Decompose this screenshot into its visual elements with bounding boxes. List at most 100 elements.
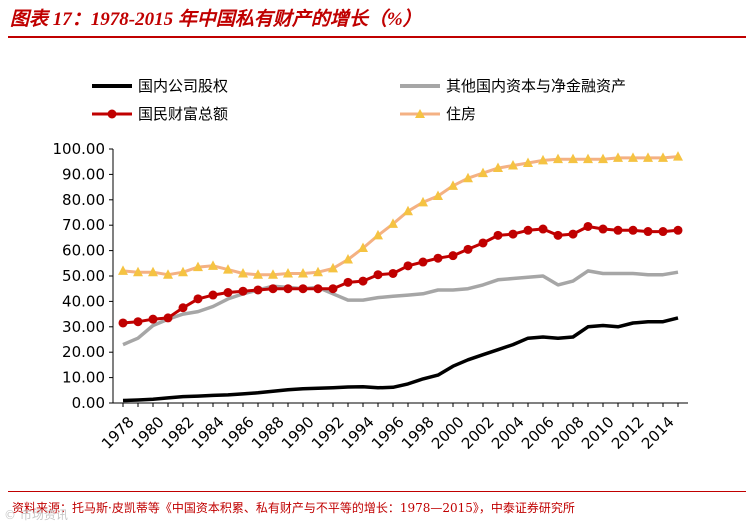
x-tick-label: 2000 (428, 413, 468, 453)
data-point (673, 225, 683, 235)
x-tick-label: 2012 (608, 413, 648, 453)
source-note: 资料来源：托马斯·皮凯蒂等《中国资本积累、私有财产与不平等的增长：1978—20… (12, 501, 575, 515)
data-point (298, 267, 308, 278)
data-point (553, 230, 563, 240)
x-tick-label: 2006 (518, 413, 558, 453)
y-tick-label: 80.00 (62, 191, 105, 209)
legend-item-housing: 住房 (400, 103, 476, 124)
legend-label: 住房 (446, 105, 477, 123)
data-point (628, 152, 638, 162)
data-point (523, 157, 533, 167)
x-tick-label: 1992 (308, 413, 348, 453)
data-point (313, 284, 323, 294)
y-tick-label: 0.00 (72, 394, 105, 412)
data-point (118, 318, 128, 328)
data-point (208, 260, 218, 270)
data-point (463, 244, 473, 254)
data-point (193, 261, 203, 272)
data-point (463, 172, 473, 183)
legend-label: 国内公司股权 (138, 77, 229, 95)
data-point (163, 269, 173, 279)
data-point (388, 268, 398, 278)
x-tick-label: 2014 (638, 413, 678, 453)
x-tick-label: 2002 (458, 413, 498, 453)
data-point (673, 151, 683, 161)
footer-divider (8, 491, 746, 492)
data-point (538, 224, 548, 234)
legend-swatch-line-icon (92, 83, 132, 88)
data-point (568, 229, 578, 239)
y-tick-label: 60.00 (62, 242, 105, 260)
x-tick-label: 1978 (98, 413, 138, 453)
legend-item-national-wealth: 国民财富总额 (92, 103, 228, 124)
data-point (553, 153, 563, 164)
y-tick-label: 100.00 (53, 140, 106, 158)
data-point (403, 205, 413, 216)
x-tick-label: 1988 (248, 413, 288, 453)
data-point (583, 221, 593, 231)
data-point (493, 162, 503, 173)
x-tick-label: 2008 (548, 413, 588, 453)
data-point (568, 153, 578, 164)
data-point (253, 269, 263, 279)
data-point (628, 225, 638, 235)
data-point (448, 180, 458, 190)
x-tick-label: 1998 (398, 413, 438, 453)
data-point (643, 152, 653, 162)
data-point (613, 225, 623, 235)
data-point (253, 285, 263, 295)
legend-swatch-line-icon (400, 83, 440, 88)
data-point (658, 152, 668, 162)
data-point (658, 227, 668, 237)
series-line (122, 155, 679, 277)
series-3 (118, 151, 683, 279)
series-1 (122, 269, 679, 347)
data-point (208, 290, 218, 300)
y-tick-label: 20.00 (62, 343, 105, 361)
x-tick-label: 1986 (218, 413, 258, 453)
data-point (613, 152, 623, 162)
data-point (358, 276, 368, 286)
series-line (122, 316, 679, 403)
y-tick-label: 50.00 (62, 267, 105, 285)
data-point (523, 225, 533, 235)
y-tick-label: 10.00 (62, 369, 105, 387)
legend-item-other-capital: 其他国内资本与净金融资产 (400, 75, 626, 96)
x-tick-label: 1990 (278, 413, 318, 453)
data-point (343, 253, 353, 264)
data-point (148, 266, 158, 277)
data-point (343, 277, 353, 287)
data-point (313, 266, 323, 277)
data-point (163, 313, 173, 323)
data-point (598, 153, 608, 164)
legend-label: 其他国内资本与净金融资产 (446, 77, 627, 95)
data-point (283, 267, 293, 278)
data-point (373, 270, 383, 280)
data-point (388, 218, 398, 228)
x-tick-label: 2004 (488, 413, 528, 453)
legend-swatch-circle-icon (92, 109, 132, 118)
y-tick-label: 40.00 (62, 292, 105, 310)
data-point (478, 238, 488, 248)
data-point (433, 253, 443, 263)
data-point (133, 317, 143, 327)
data-point (133, 266, 143, 277)
x-tick-label: 1982 (158, 413, 198, 453)
data-point (418, 196, 428, 207)
data-point (433, 190, 443, 200)
title-divider (8, 36, 746, 38)
y-tick-label: 30.00 (62, 318, 105, 336)
data-point (238, 267, 248, 278)
data-point (238, 286, 248, 296)
x-tick-label: 1994 (338, 413, 378, 453)
data-point (508, 160, 518, 170)
data-point (148, 314, 158, 324)
data-point (193, 294, 203, 304)
data-point (598, 224, 608, 234)
data-point (178, 266, 188, 277)
data-point (418, 257, 428, 267)
y-tick-label: 90.00 (62, 165, 105, 183)
watermark: © 市场资讯 (4, 508, 68, 522)
data-point (643, 227, 653, 237)
series-2 (118, 221, 683, 328)
